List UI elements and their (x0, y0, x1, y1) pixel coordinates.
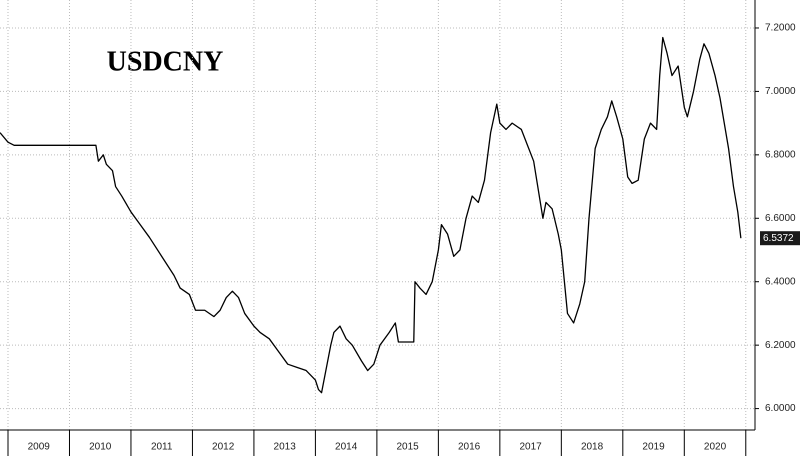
y-tick-label: 7.2000 (765, 23, 796, 34)
x-tick-label: 2011 (151, 442, 173, 453)
chart-title: USDCNY (107, 46, 224, 77)
x-tick-label: 2013 (274, 442, 297, 453)
x-tick-label: 2020 (704, 442, 727, 453)
last-value-tag (760, 231, 800, 246)
y-tick-label: 6.4000 (765, 276, 796, 287)
y-tick-label: 6.2000 (765, 340, 796, 351)
x-tick-label: 2016 (458, 442, 481, 453)
x-tick-label: 2015 (397, 442, 420, 453)
y-tick-label: 6.6000 (765, 213, 796, 224)
x-tick-label: 2009 (28, 442, 51, 453)
line-series (0, 36, 742, 394)
y-tick-label: 6.8000 (765, 149, 796, 160)
last-value-label: 6.5372 (763, 233, 794, 244)
x-tick-label: 2017 (519, 442, 542, 453)
x-tick-label: 2012 (212, 442, 235, 453)
x-tick-label: 2014 (335, 442, 358, 453)
x-tick-label: 2019 (642, 442, 665, 453)
x-tick-label: 2010 (89, 442, 112, 453)
x-tick-label: 2018 (581, 442, 604, 453)
y-tick-label: 7.0000 (765, 86, 796, 97)
y-tick-label: 6.0000 (765, 403, 796, 414)
